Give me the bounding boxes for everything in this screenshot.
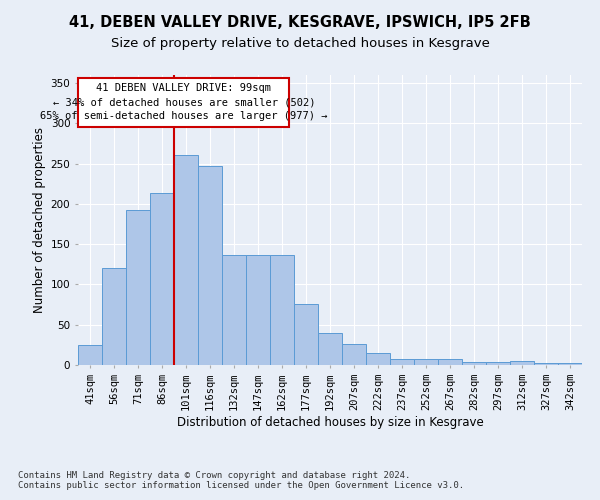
Bar (462, 362, 486, 365)
Bar (222, 254, 246, 365)
Bar (294, 304, 318, 365)
Bar (366, 353, 390, 365)
Bar (414, 360, 438, 365)
Bar (510, 361, 534, 365)
Bar (246, 254, 270, 365)
X-axis label: Distribution of detached houses by size in Kesgrave: Distribution of detached houses by size … (176, 416, 484, 428)
Text: 41, DEBEN VALLEY DRIVE, KESGRAVE, IPSWICH, IP5 2FB: 41, DEBEN VALLEY DRIVE, KESGRAVE, IPSWIC… (69, 15, 531, 30)
Bar (534, 362, 558, 365)
Text: 41 DEBEN VALLEY DRIVE: 99sqm
← 34% of detached houses are smaller (502)
65% of s: 41 DEBEN VALLEY DRIVE: 99sqm ← 34% of de… (40, 84, 328, 122)
Text: Contains HM Land Registry data © Crown copyright and database right 2024.
Contai: Contains HM Land Registry data © Crown c… (18, 470, 464, 490)
Bar (198, 166, 222, 365)
Bar (78, 345, 102, 365)
Bar (126, 210, 150, 365)
FancyBboxPatch shape (79, 78, 289, 126)
Bar (174, 155, 198, 365)
Bar (438, 360, 462, 365)
Bar (150, 194, 174, 365)
Y-axis label: Number of detached properties: Number of detached properties (34, 127, 46, 313)
Bar (318, 333, 342, 365)
Bar (486, 362, 510, 365)
Bar (102, 268, 126, 365)
Bar (390, 358, 414, 365)
Bar (342, 344, 366, 365)
Text: Size of property relative to detached houses in Kesgrave: Size of property relative to detached ho… (110, 38, 490, 51)
Bar (270, 254, 294, 365)
Bar (558, 362, 582, 365)
